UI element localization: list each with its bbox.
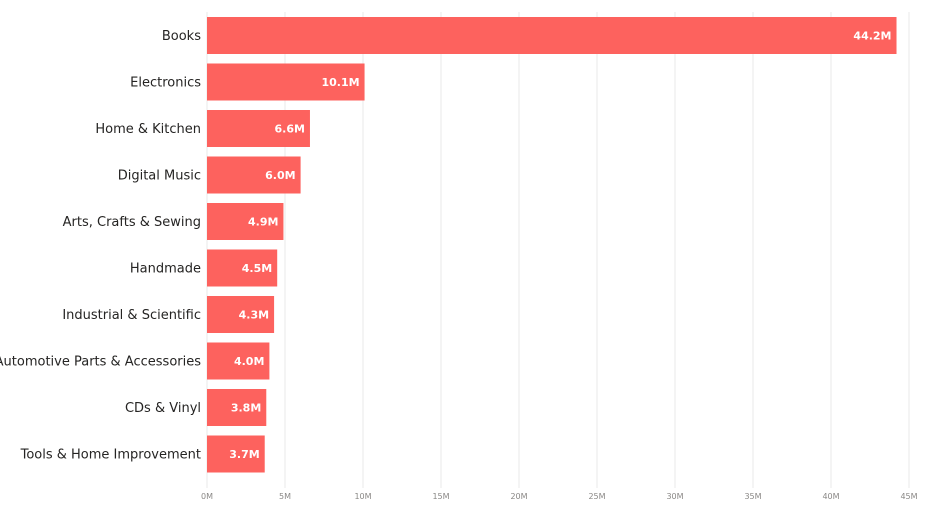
- data-label: 3.7M: [229, 448, 259, 461]
- x-tick-label: 40M: [822, 492, 839, 501]
- category-label: Handmade: [130, 262, 201, 277]
- x-tick-label: 5M: [279, 492, 291, 501]
- category-label: Automotive Parts & Accessories: [0, 355, 201, 370]
- bar[interactable]: [207, 17, 897, 54]
- data-label: 3.8M: [231, 402, 261, 415]
- bar[interactable]: [207, 203, 284, 240]
- bar[interactable]: [207, 249, 278, 287]
- bar[interactable]: [207, 296, 275, 333]
- x-tick-label: 15M: [432, 492, 449, 501]
- category-label: Tools & Home Improvement: [20, 448, 201, 463]
- x-axis-ticks: 0M 5M 10M 15M 20M 25M 30M 35M 40M 45M: [201, 492, 918, 501]
- data-label: 10.1M: [321, 76, 359, 89]
- x-tick-label: 30M: [666, 492, 683, 501]
- category-label: Books: [162, 29, 201, 44]
- x-tick-label: 35M: [744, 492, 761, 501]
- x-tick-label: 45M: [900, 492, 917, 501]
- category-label: Electronics: [130, 76, 201, 91]
- category-label: Industrial & Scientific: [62, 308, 201, 323]
- bar[interactable]: [207, 156, 301, 194]
- x-tick-label: 10M: [354, 492, 371, 501]
- x-tick-label: 25M: [588, 492, 605, 501]
- bar[interactable]: [207, 63, 365, 101]
- category-label: Arts, Crafts & Sewing: [63, 215, 201, 230]
- category-label: Home & Kitchen: [95, 122, 201, 137]
- data-label: 6.6M: [275, 123, 305, 136]
- category-labels: Books Electronics Home & Kitchen Digital Mu…: [0, 29, 201, 463]
- bar[interactable]: [207, 342, 270, 380]
- x-tick-label: 0M: [201, 492, 213, 501]
- bars: [207, 17, 897, 473]
- data-label: 6.0M: [265, 169, 295, 182]
- data-label: 4.5M: [242, 262, 272, 275]
- category-label: CDs & Vinyl: [125, 401, 201, 416]
- data-label: 44.2M: [853, 30, 891, 43]
- bar[interactable]: [207, 110, 310, 147]
- x-tick-label: 20M: [510, 492, 527, 501]
- data-label: 4.0M: [234, 355, 264, 368]
- bar[interactable]: [207, 389, 267, 426]
- bar[interactable]: [207, 435, 265, 473]
- data-label: 4.9M: [248, 216, 278, 229]
- category-label: Digital Music: [118, 169, 201, 184]
- data-label: 4.3M: [239, 309, 269, 322]
- data-labels: 44.2M 10.1M 6.6M 6.0M 4.9M 4.5M 4.3M 4.0M 3.8M 3.…: [229, 30, 891, 462]
